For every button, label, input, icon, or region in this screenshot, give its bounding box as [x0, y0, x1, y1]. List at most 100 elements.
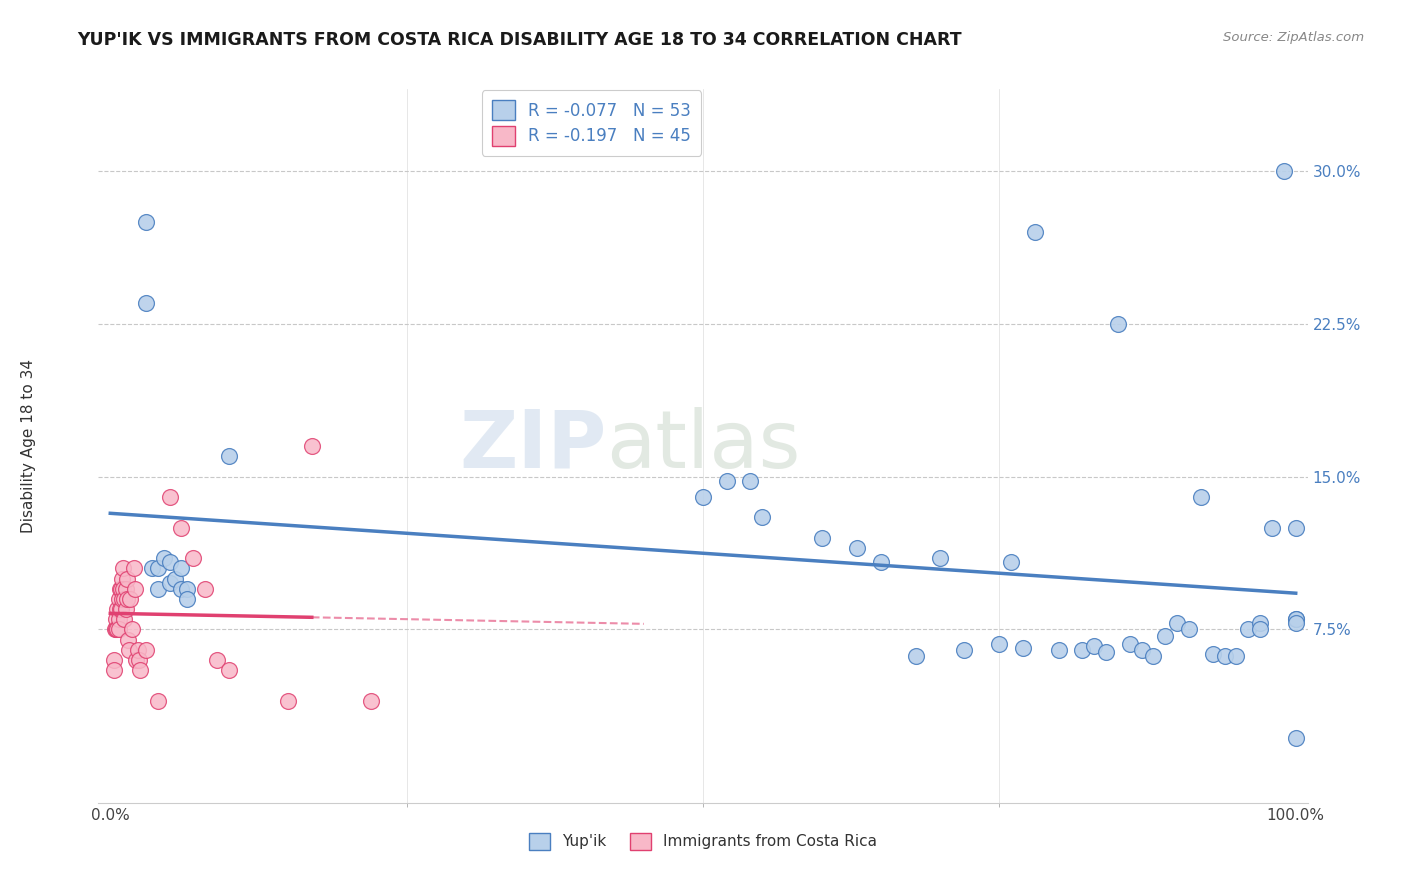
Point — [114, 591, 136, 606]
Point — [170, 561, 193, 575]
Point — [122, 561, 145, 575]
Point — [1285, 731, 1308, 745]
Point — [1189, 490, 1212, 504]
Point — [112, 582, 135, 596]
Point — [121, 623, 143, 637]
Point — [107, 612, 129, 626]
Point — [905, 648, 928, 663]
Point — [107, 591, 129, 606]
Point — [105, 602, 128, 616]
Point — [176, 582, 198, 596]
Point — [277, 694, 299, 708]
Point — [165, 572, 187, 586]
Point — [120, 591, 142, 606]
Point — [105, 612, 128, 626]
Point — [810, 531, 832, 545]
Point — [1047, 643, 1070, 657]
Point — [360, 694, 382, 708]
Point — [1178, 623, 1201, 637]
Point — [135, 643, 157, 657]
Point — [124, 582, 146, 596]
Point — [1249, 623, 1271, 637]
Legend: Yup'ik, Immigrants from Costa Rica: Yup'ik, Immigrants from Costa Rica — [520, 823, 886, 859]
Point — [128, 653, 150, 667]
Point — [1285, 616, 1308, 631]
Point — [152, 551, 174, 566]
Point — [1024, 225, 1046, 239]
Point — [205, 653, 228, 667]
Point — [114, 602, 136, 616]
Point — [108, 602, 131, 616]
Point — [159, 555, 181, 569]
Point — [125, 653, 148, 667]
Point — [112, 561, 135, 575]
Point — [105, 623, 128, 637]
Point — [716, 474, 738, 488]
Point — [846, 541, 869, 555]
Point — [135, 296, 157, 310]
Point — [114, 612, 136, 626]
Point — [301, 439, 323, 453]
Point — [146, 582, 169, 596]
Point — [952, 643, 974, 657]
Point — [1119, 637, 1142, 651]
Point — [110, 582, 132, 596]
Point — [103, 663, 125, 677]
Point — [170, 582, 193, 596]
Point — [1107, 317, 1129, 331]
Point — [1249, 616, 1271, 631]
Point — [135, 215, 157, 229]
Point — [104, 623, 127, 637]
Point — [218, 663, 240, 677]
Point — [1012, 640, 1035, 655]
Point — [118, 643, 141, 657]
Point — [1166, 616, 1188, 631]
Y-axis label: Disability Age 18 to 34: Disability Age 18 to 34 — [21, 359, 37, 533]
Point — [1154, 629, 1177, 643]
Point — [1285, 612, 1308, 626]
Point — [146, 561, 169, 575]
Point — [1213, 648, 1236, 663]
Point — [129, 663, 152, 677]
Point — [115, 591, 138, 606]
Point — [988, 637, 1011, 651]
Point — [1272, 163, 1295, 178]
Point — [194, 582, 217, 596]
Point — [159, 490, 181, 504]
Text: atlas: atlas — [606, 407, 800, 485]
Text: ZIP: ZIP — [458, 407, 606, 485]
Text: YUP'IK VS IMMIGRANTS FROM COSTA RICA DISABILITY AGE 18 TO 34 CORRELATION CHART: YUP'IK VS IMMIGRANTS FROM COSTA RICA DIS… — [77, 31, 962, 49]
Point — [108, 582, 131, 596]
Point — [170, 520, 193, 534]
Point — [1142, 648, 1164, 663]
Point — [751, 510, 773, 524]
Point — [1000, 555, 1022, 569]
Point — [692, 490, 714, 504]
Point — [1095, 645, 1118, 659]
Point — [1285, 520, 1308, 534]
Point — [869, 555, 891, 569]
Point — [114, 582, 136, 596]
Point — [115, 572, 138, 586]
Point — [146, 694, 169, 708]
Point — [141, 561, 163, 575]
Point — [1285, 612, 1308, 626]
Point — [1225, 648, 1247, 663]
Point — [107, 623, 129, 637]
Point — [1261, 520, 1284, 534]
Point — [111, 591, 134, 606]
Point — [111, 572, 134, 586]
Point — [1071, 643, 1094, 657]
Point — [740, 474, 762, 488]
Point — [1237, 623, 1260, 637]
Point — [929, 551, 952, 566]
Point — [1202, 647, 1225, 661]
Point — [105, 623, 128, 637]
Text: Source: ZipAtlas.com: Source: ZipAtlas.com — [1223, 31, 1364, 45]
Point — [127, 643, 149, 657]
Point — [103, 653, 125, 667]
Point — [176, 591, 198, 606]
Point — [181, 551, 204, 566]
Point — [1083, 639, 1105, 653]
Point — [110, 602, 132, 616]
